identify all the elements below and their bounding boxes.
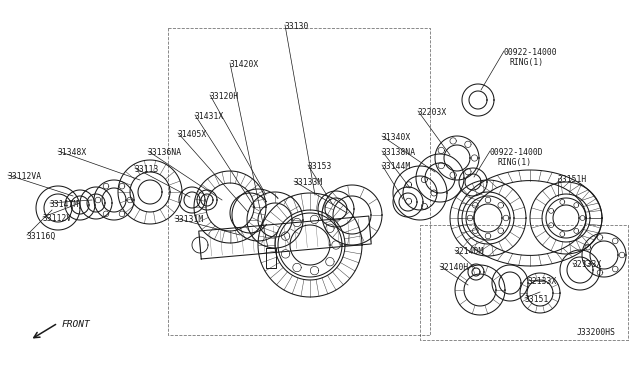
Text: 31420X: 31420X — [230, 60, 259, 69]
Text: 31348X: 31348X — [58, 148, 87, 157]
Text: FRONT: FRONT — [62, 320, 91, 329]
Text: 33153: 33153 — [308, 162, 332, 171]
Text: RING(1): RING(1) — [510, 58, 544, 67]
Text: 32140H: 32140H — [440, 263, 469, 272]
Text: 33116Q: 33116Q — [27, 232, 56, 241]
Text: 32133X: 32133X — [573, 260, 602, 269]
Text: 33133M: 33133M — [294, 178, 323, 187]
Text: 33136NA: 33136NA — [148, 148, 182, 157]
Text: 33144M: 33144M — [382, 162, 412, 171]
Text: 33147M: 33147M — [50, 200, 79, 209]
Text: 32140M: 32140M — [455, 247, 484, 256]
Text: 32133X: 32133X — [528, 277, 557, 286]
Text: 33120H: 33120H — [210, 92, 239, 101]
Text: 33112VA: 33112VA — [8, 172, 42, 181]
Text: 31340X: 31340X — [382, 133, 412, 142]
Text: J33200HS: J33200HS — [577, 328, 616, 337]
Text: 32203X: 32203X — [418, 108, 447, 117]
Text: 33151: 33151 — [525, 295, 549, 304]
Text: 33138NA: 33138NA — [382, 148, 416, 157]
Text: 31431X: 31431X — [195, 112, 224, 121]
Text: 33130: 33130 — [285, 22, 309, 31]
Text: 31405X: 31405X — [178, 130, 207, 139]
Text: 33112V: 33112V — [43, 214, 72, 223]
Text: 33151H: 33151H — [558, 175, 588, 184]
Text: 00922-14000: 00922-14000 — [504, 48, 557, 57]
Text: 33113: 33113 — [135, 165, 159, 174]
Text: 00922-1400D: 00922-1400D — [490, 148, 543, 157]
Text: RING(1): RING(1) — [497, 158, 531, 167]
Text: 33131M: 33131M — [175, 215, 204, 224]
